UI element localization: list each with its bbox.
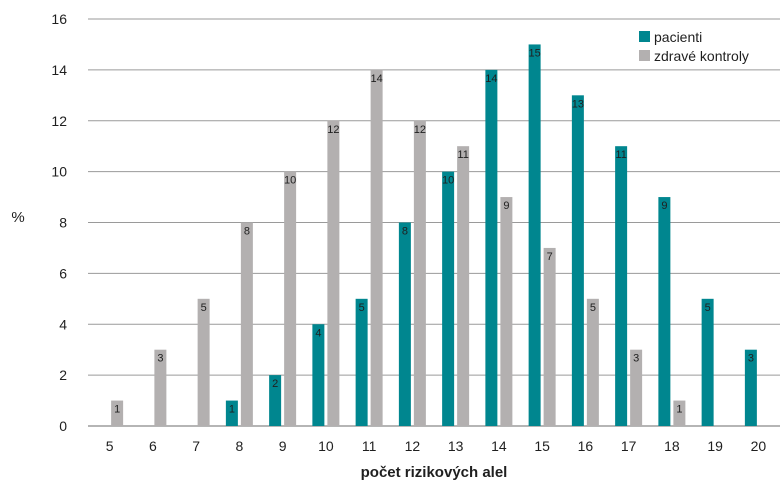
- bar-zdrave-kontroly-10: [327, 120, 340, 426]
- bar-zdrave-kontroly-12: [413, 120, 426, 426]
- bar-zdrave-kontroly-11: [370, 69, 383, 426]
- bar-value-label: 2: [272, 378, 278, 390]
- bar-pacienti-10: [312, 324, 325, 426]
- bar-pacienti-14: [485, 69, 498, 426]
- bar-value-label: 8: [402, 226, 408, 238]
- bar-pacienti-18: [658, 197, 671, 426]
- x-tick-label: 9: [279, 438, 287, 454]
- bar-zdrave-kontroly-6: [154, 349, 167, 426]
- legend-swatch-pacienti: [639, 31, 650, 42]
- bar-value-label: 3: [157, 353, 163, 365]
- grid-lines: [88, 18, 780, 427]
- bar-value-label: 9: [503, 200, 509, 212]
- x-tick-label: 10: [318, 438, 334, 454]
- y-tick-label: 4: [59, 316, 67, 332]
- bar-value-label: 11: [457, 149, 468, 161]
- x-tick-label: 8: [235, 438, 243, 454]
- bar-value-label: 12: [327, 124, 339, 136]
- x-tick-label: 13: [448, 438, 464, 454]
- bar-value-label: 5: [201, 302, 207, 314]
- bar-pacienti-12: [398, 222, 411, 426]
- legend-label-pacienti: pacienti: [654, 29, 702, 45]
- bar-pacienti-16: [571, 95, 584, 426]
- x-tick-label: 14: [491, 438, 507, 454]
- bars: [111, 44, 757, 426]
- bar-value-label: 11: [615, 149, 626, 161]
- bar-value-label: 3: [633, 353, 639, 365]
- x-tick-label: 6: [149, 438, 157, 454]
- bar-value-label: 13: [572, 98, 584, 110]
- bar-pacienti-11: [355, 298, 368, 426]
- bar-pacienti-13: [442, 171, 455, 426]
- bar-zdrave-kontroly-17: [630, 349, 643, 426]
- bar-value-label: 15: [529, 47, 541, 59]
- x-tick-label: 20: [751, 438, 767, 454]
- bar-zdrave-kontroly-5: [111, 400, 124, 426]
- y-tick-labels: 0 2 4 6 8 10 12 14 16: [51, 11, 67, 434]
- x-tick-label: 11: [362, 438, 377, 454]
- x-tick-label: 12: [405, 438, 421, 454]
- bar-value-label: 12: [414, 124, 426, 136]
- bar-zdrave-kontroly-7: [197, 298, 210, 426]
- y-tick-label: 8: [59, 215, 67, 231]
- bar-value-label: 5: [705, 302, 711, 314]
- bar-zdrave-kontroly-16: [586, 298, 599, 426]
- y-tick-label: 10: [51, 164, 67, 180]
- bar-pacienti-8: [225, 400, 238, 426]
- bar-pacienti-19: [701, 298, 714, 426]
- bar-value-label: 4: [315, 327, 321, 339]
- legend-swatch-zdrave-kontroly: [639, 50, 650, 61]
- bar-zdrave-kontroly-13: [457, 146, 470, 426]
- bar-value-label: 1: [114, 404, 120, 416]
- x-tick-label: 7: [192, 438, 200, 454]
- bar-value-label: 3: [748, 353, 754, 365]
- bar-zdrave-kontroly-18: [673, 400, 686, 426]
- bar-pacienti-9: [269, 375, 282, 426]
- bar-zdrave-kontroly-9: [284, 171, 297, 426]
- legend-label-zdrave-kontroly: zdravé kontroly: [654, 48, 749, 64]
- bar-value-label: 14: [371, 73, 383, 85]
- bar-value-label: 14: [485, 73, 497, 85]
- bar-value-label: 10: [442, 175, 454, 187]
- x-tick-label: 17: [621, 438, 637, 454]
- y-tick-label: 2: [59, 367, 67, 383]
- bar-pacienti-17: [615, 146, 628, 426]
- bar-pacienti-20: [744, 349, 757, 426]
- bar-value-label: 5: [590, 302, 596, 314]
- y-tick-label: 6: [59, 265, 67, 281]
- bar-value-label: 9: [661, 200, 667, 212]
- y-tick-label: 12: [51, 113, 67, 129]
- x-tick-label: 15: [534, 438, 550, 454]
- bar-value-label: 5: [359, 302, 365, 314]
- y-axis-label: %: [11, 209, 24, 226]
- bar-zdrave-kontroly-8: [240, 222, 253, 426]
- x-tick-label: 16: [578, 438, 594, 454]
- bar-value-label: 1: [229, 404, 235, 416]
- x-tick-label: 19: [707, 438, 723, 454]
- bar-value-label: 7: [547, 251, 553, 263]
- y-tick-label: 14: [51, 62, 67, 78]
- y-tick-label: 0: [59, 418, 67, 434]
- bar-zdrave-kontroly-15: [543, 247, 556, 426]
- bar-value-label: 1: [676, 404, 682, 416]
- legend: pacienti zdravé kontroly: [639, 29, 749, 64]
- bar-value-label: 8: [244, 226, 250, 238]
- x-tick-label: 18: [664, 438, 680, 454]
- bar-pacienti-15: [528, 44, 541, 426]
- y-tick-label: 16: [51, 11, 67, 27]
- bar-value-label: 10: [284, 175, 296, 187]
- x-tick-labels: 5 6 7 8 9 10 11 12 13 14 15 16 17 18 19 20: [106, 438, 767, 454]
- x-tick-label: 5: [106, 438, 114, 454]
- x-axis-label: počet rizikových alel: [361, 464, 508, 481]
- bar-zdrave-kontroly-14: [500, 197, 513, 426]
